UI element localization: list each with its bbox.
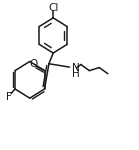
Text: N: N	[72, 63, 79, 73]
Text: F: F	[6, 92, 11, 102]
Text: O: O	[29, 59, 38, 69]
Text: H: H	[72, 69, 79, 79]
Text: Cl: Cl	[48, 3, 58, 13]
